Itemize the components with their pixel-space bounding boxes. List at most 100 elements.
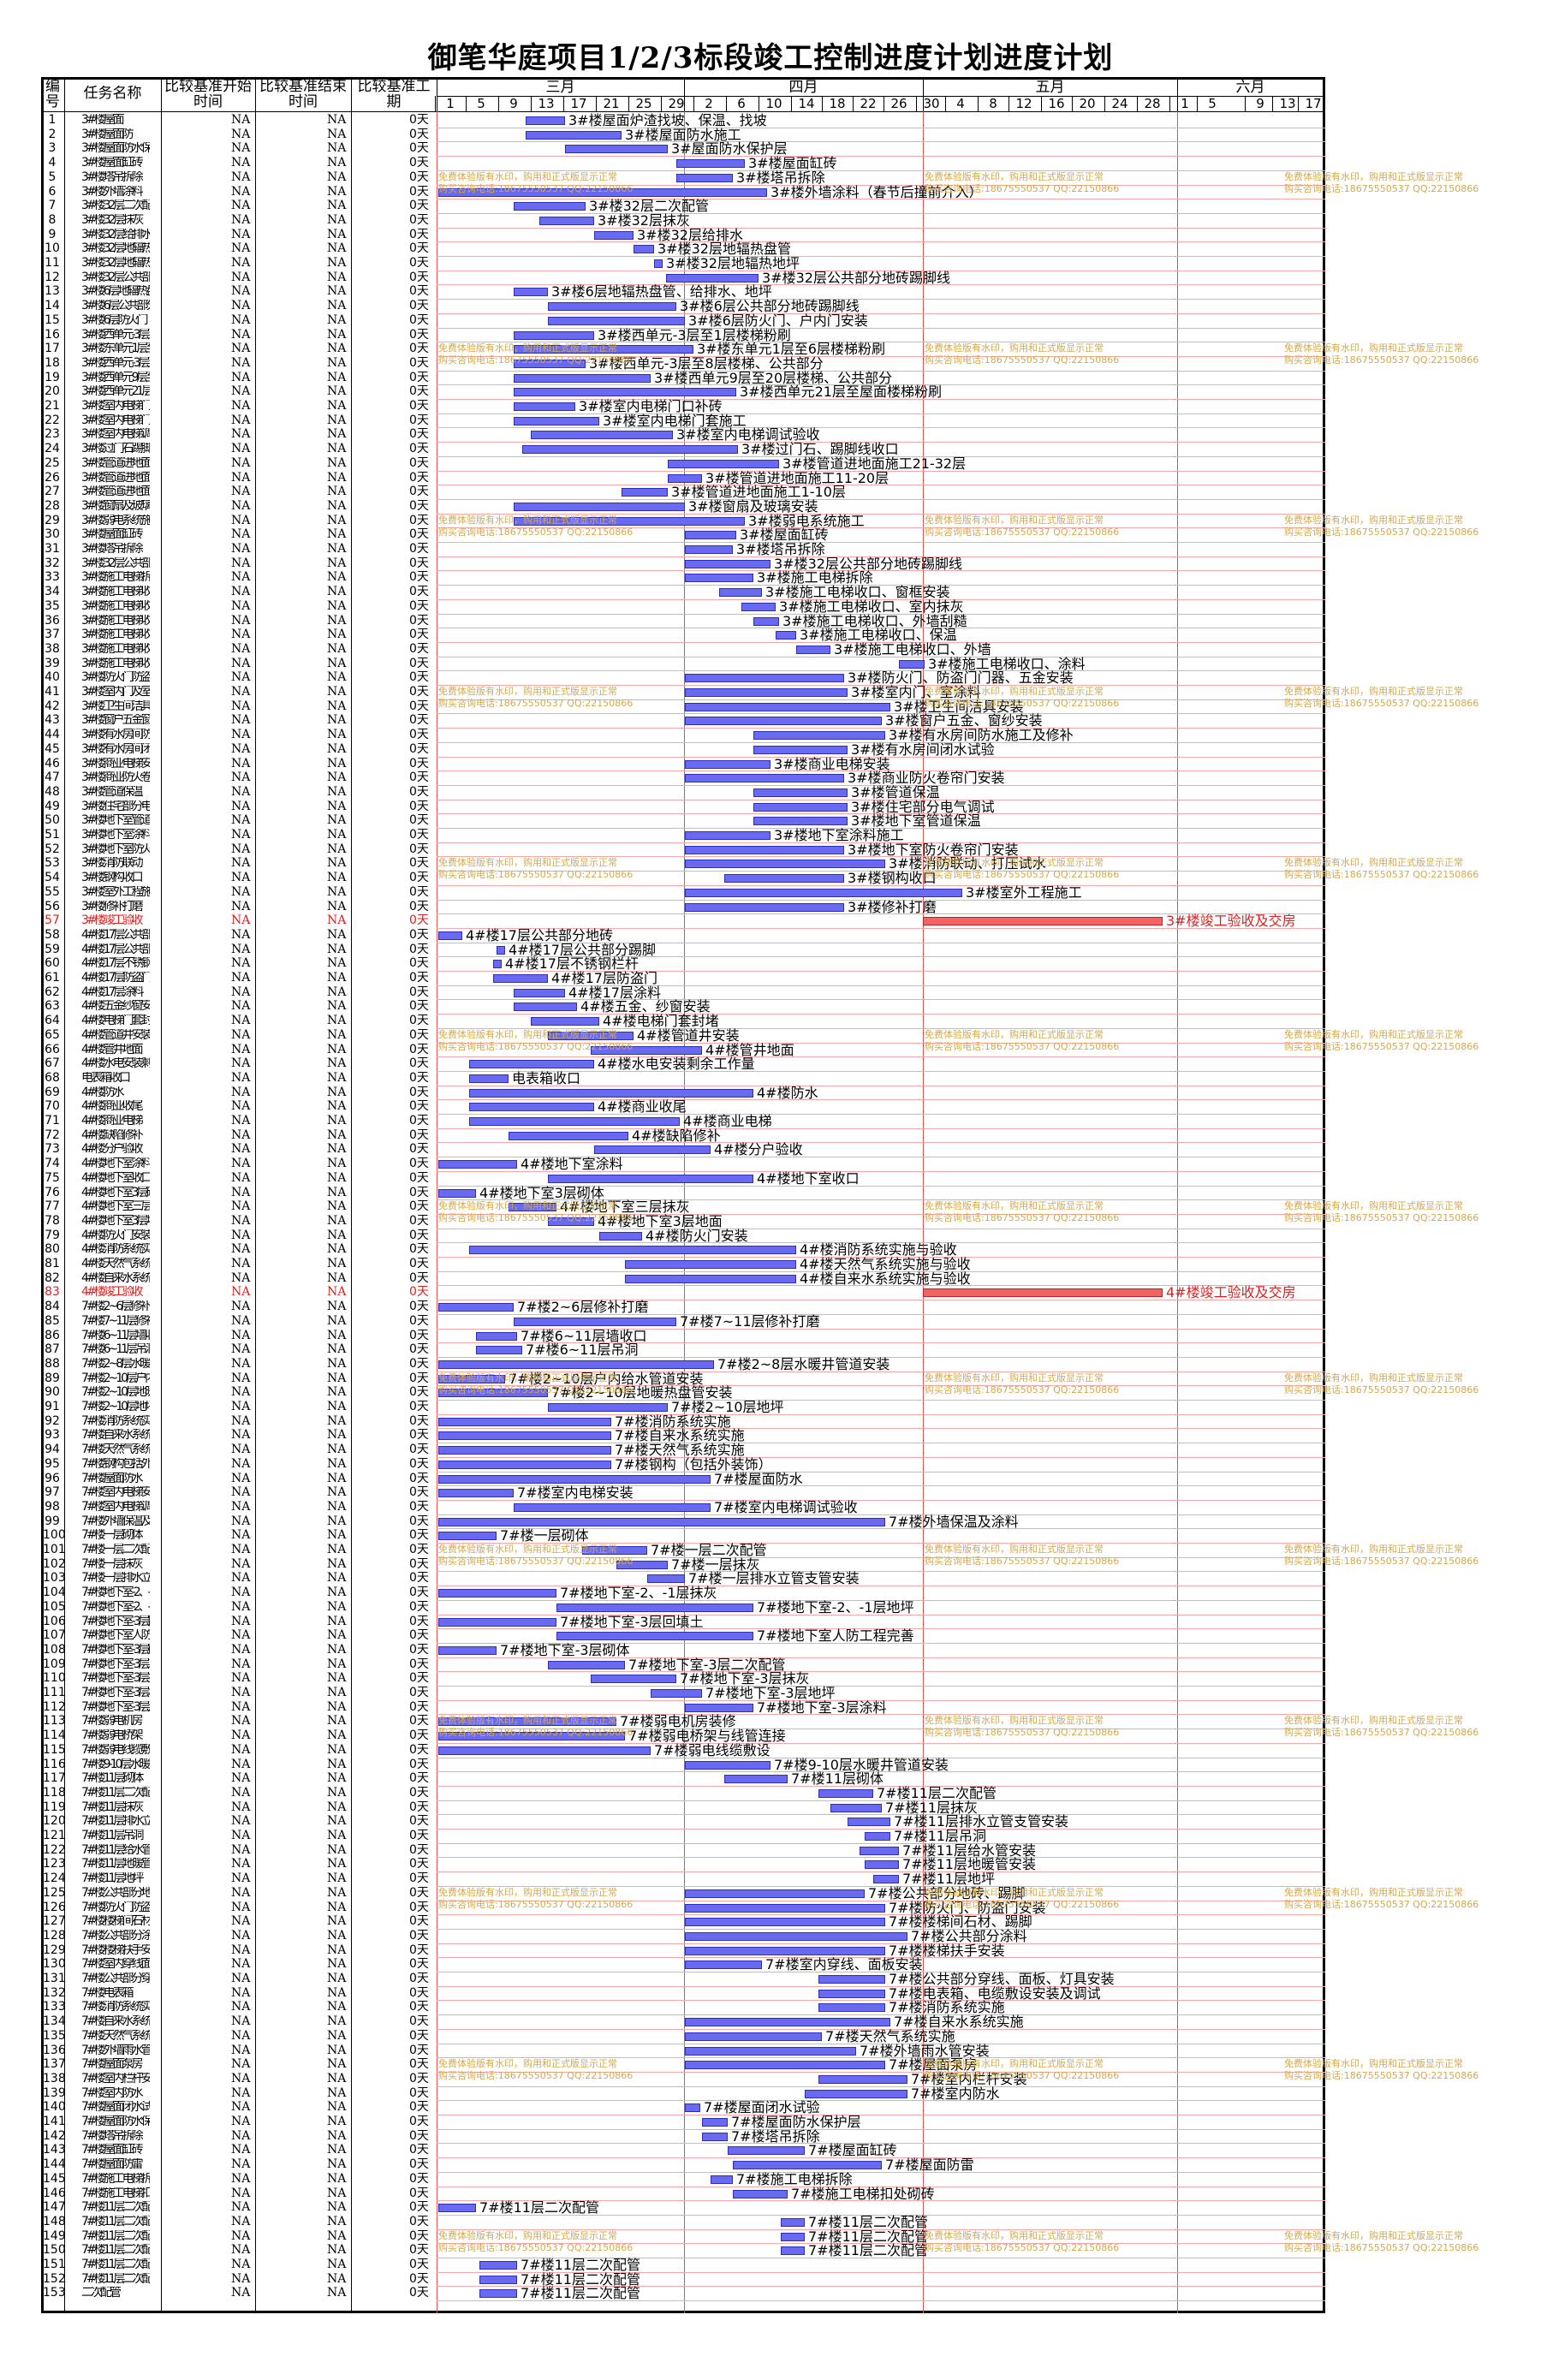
baseline-duration: 0天	[409, 1385, 429, 1400]
gantt-bar	[818, 2003, 885, 2013]
row-gridline	[437, 1642, 1325, 1644]
baseline-end: NA	[327, 784, 347, 799]
task-name: 3#楼室内电梯调试验收	[81, 428, 150, 442]
task-name: 3#楼6层公共部分地砖	[81, 300, 150, 313]
gantt-bar	[438, 1160, 517, 1169]
month-gridline	[1177, 111, 1178, 2313]
baseline-end: NA	[327, 2171, 347, 2186]
task-name: 3#楼32层抹灰	[81, 213, 144, 227]
row-number: 126	[43, 1900, 66, 1914]
gantt-bar-label: 4#楼管井地面	[705, 1041, 794, 1058]
watermark-phone: 购买咨询电话:18675550537 QQ:22150866	[1284, 1212, 1479, 1224]
baseline-start: NA	[231, 1371, 251, 1385]
baseline-duration: 0天	[409, 2071, 429, 2085]
gantt-bar	[805, 2089, 907, 2098]
gantt-bar-label: 7#楼屋面防水保护层	[731, 2114, 861, 2130]
gantt-bar-label: 7#楼11层给水管安装	[902, 1842, 1036, 1859]
row-gridline	[437, 1313, 1325, 1315]
row-number: 9	[48, 227, 57, 241]
baseline-duration: 0天	[409, 1242, 429, 1257]
task-name: 7#楼防火门防盗门	[81, 1901, 150, 1914]
baseline-duration: 0天	[409, 1586, 429, 1600]
task-name: 3#楼室内电梯门口补砖	[81, 400, 150, 413]
baseline-end: NA	[327, 556, 347, 570]
row-number: 38	[45, 641, 60, 656]
row-gridline	[437, 527, 1325, 529]
baseline-duration: 0天	[409, 1699, 429, 1714]
baseline-duration: 0天	[409, 527, 429, 542]
baseline-end: NA	[327, 598, 347, 613]
baseline-duration: 0天	[409, 1514, 429, 1528]
row-gridline	[437, 2085, 1325, 2087]
gantt-bar	[438, 1489, 514, 1498]
gantt-bar-label: 7#楼公共部分地砖、踢脚	[868, 1884, 1026, 1901]
baseline-end: NA	[327, 1800, 347, 1814]
baseline-end: NA	[327, 2286, 347, 2300]
row-gridline	[437, 1471, 1325, 1473]
baseline-duration: 0天	[409, 384, 429, 399]
watermark-text: 免费体验版有水印，购用和正式版显示正常	[1284, 1028, 1463, 1040]
baseline-end: NA	[327, 355, 347, 370]
watermark-phone: 购买咨询电话:18675550537 QQ:22150866	[925, 2070, 1120, 2082]
gantt-bar-label: 7#楼11层二次配管	[521, 2285, 640, 2302]
baseline-duration: 0天	[409, 1757, 429, 1771]
row-gridline	[437, 327, 1325, 329]
baseline-start: NA	[231, 1257, 251, 1270]
gantt-bar	[753, 817, 848, 826]
baseline-end: NA	[327, 641, 347, 656]
watermark-phone: 购买咨询电话:18675550537 QQ:22150866	[925, 182, 1120, 194]
baseline-start: NA	[231, 241, 251, 256]
row-number: 26	[45, 470, 60, 485]
task-name: 7#楼弱电机房	[81, 1715, 144, 1728]
gantt-bar	[818, 1989, 885, 1998]
baseline-end: NA	[327, 1943, 347, 1957]
gantt-bar-label: 3#楼32层给排水	[637, 226, 743, 243]
task-name: 7#楼11层二次配管	[81, 2244, 150, 2258]
row-number: 153	[43, 2286, 66, 2300]
day-label: 1	[446, 96, 455, 111]
baseline-end: NA	[327, 1914, 347, 1929]
baseline-duration: 0天	[409, 1428, 429, 1443]
row-number: 75	[45, 1170, 60, 1185]
gantt-bar	[548, 1174, 753, 1183]
day-tick	[628, 96, 629, 111]
baseline-end: NA	[327, 1257, 347, 1270]
row-number: 3	[48, 141, 57, 156]
task-name: 7#楼塔吊拆除	[81, 2129, 144, 2143]
row-number: 142	[43, 2128, 66, 2143]
row-gridline	[437, 2300, 1325, 2302]
gantt-bar-label: 3#楼弱电系统施工	[748, 512, 865, 529]
header-name: 任务名称	[83, 86, 142, 101]
baseline-duration: 0天	[409, 828, 429, 842]
gantt-bar-label: 3#楼施工电梯拆除	[757, 569, 873, 586]
watermark-phone: 购买咨询电话:18675550537 QQ:22150866	[925, 526, 1120, 538]
baseline-start: NA	[231, 156, 251, 170]
baseline-end: NA	[327, 1885, 347, 1900]
gantt-bar-label: 7#楼室内电梯调试验收	[714, 1498, 858, 1515]
task-name: 3#楼施工电梯收口室内抹灰	[81, 599, 150, 613]
baseline-start: NA	[231, 971, 251, 985]
task-name: 7#楼11层地暖管	[81, 1858, 150, 1871]
watermark-text: 免费体验版有水印，购用和正式版显示正常	[438, 1715, 617, 1727]
baseline-end: NA	[327, 156, 347, 170]
row-number: 149	[43, 2228, 66, 2243]
header-duration: 比较基准工期	[357, 79, 431, 110]
baseline-duration: 0天	[409, 1099, 429, 1114]
watermark-text: 免费体验版有水印，购用和正式版显示正常	[438, 1200, 617, 1212]
baseline-start: NA	[231, 513, 251, 527]
baseline-end: NA	[327, 1957, 347, 1972]
gantt-bar	[548, 1217, 594, 1226]
baseline-start: NA	[231, 1928, 251, 1943]
gantt-bar-label: 7#楼外墙雨水管安装	[860, 2042, 990, 2059]
baseline-duration: 0天	[409, 1900, 429, 1914]
row-number: 5	[48, 170, 57, 184]
gantt-bar	[818, 1788, 873, 1798]
gantt-bar-label: 3#楼室内门、室涂料	[851, 684, 981, 700]
baseline-start: NA	[231, 1885, 251, 1900]
baseline-end: NA	[327, 1070, 347, 1085]
row-gridline	[437, 1213, 1325, 1215]
gantt-bar	[438, 1374, 505, 1383]
task-name: 3#楼西单元-3层至8层楼梯	[81, 356, 150, 370]
baseline-end: NA	[327, 1242, 347, 1257]
watermark-phone: 购买咨询电话:18675550537 QQ:22150866	[1284, 182, 1479, 194]
